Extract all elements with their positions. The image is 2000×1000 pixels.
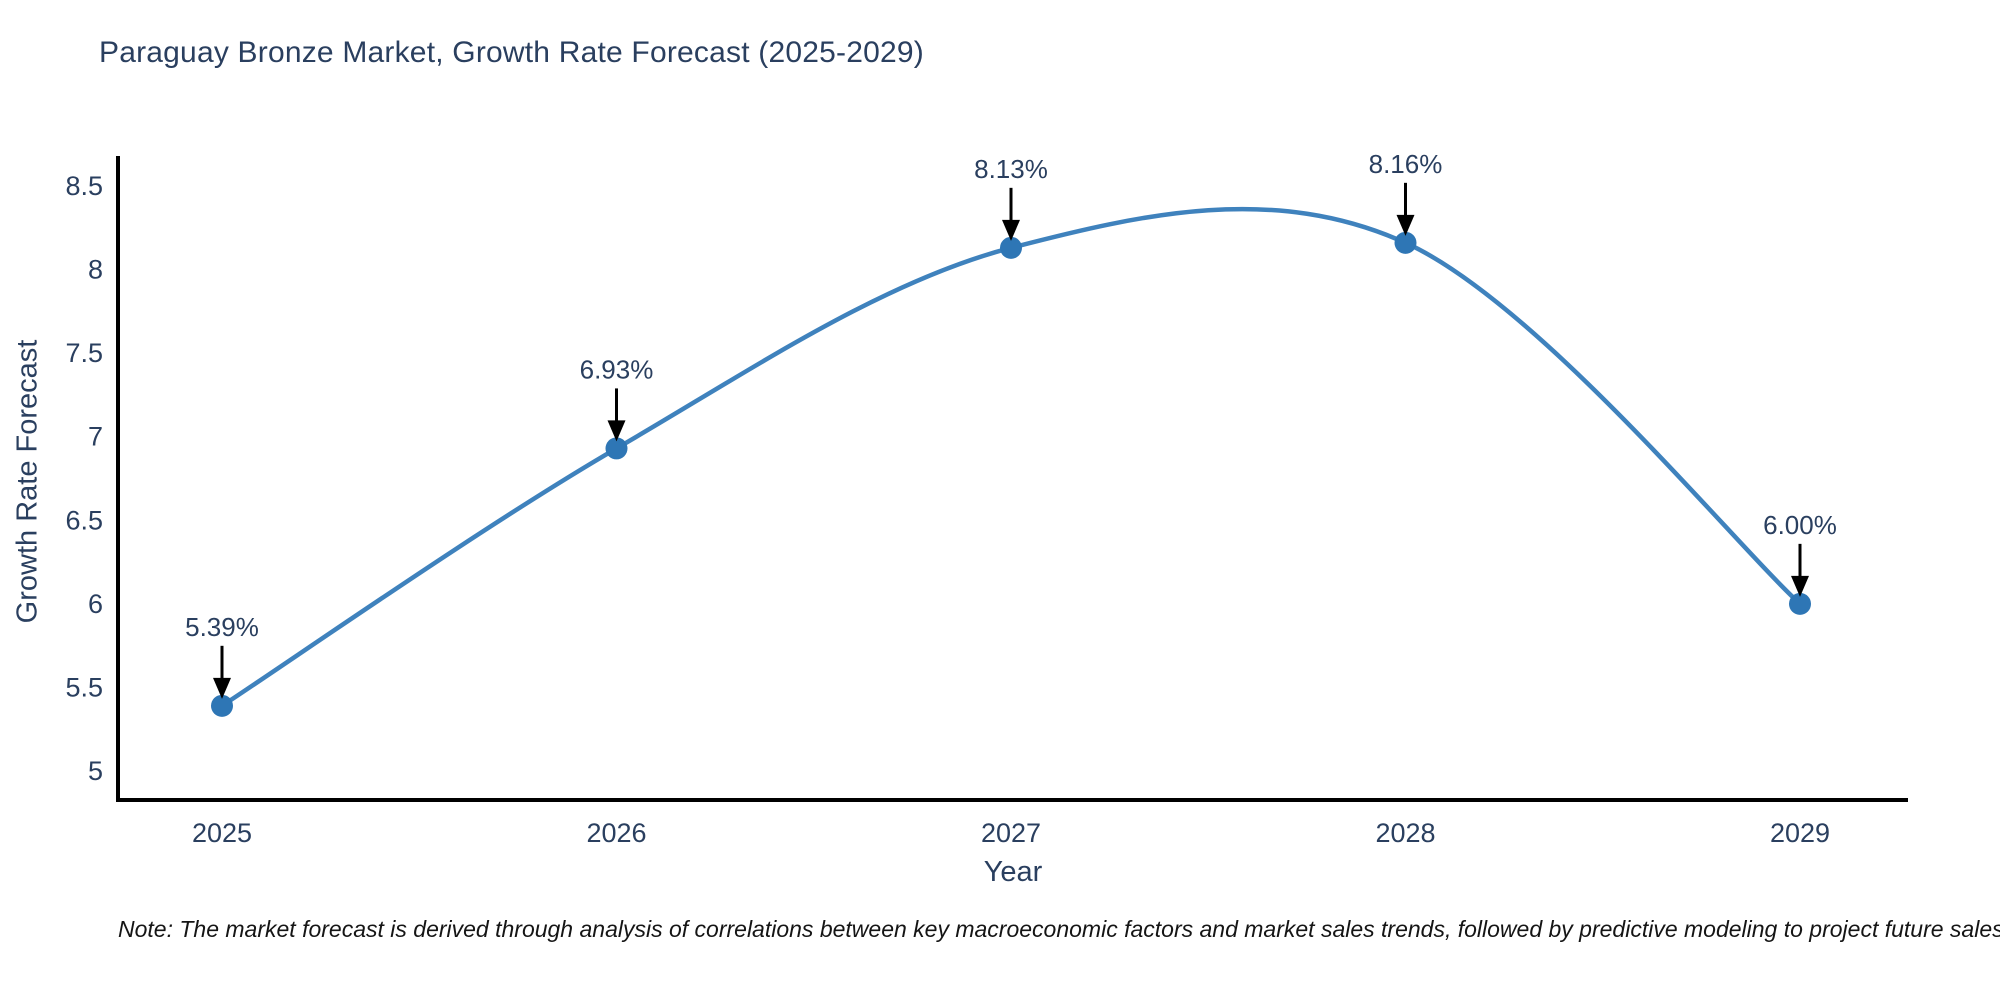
x-tick-label: 2027 — [981, 818, 1041, 848]
y-tick-label: 8 — [88, 255, 103, 285]
data-point-marker — [605, 437, 628, 460]
x-tick-label: 2025 — [192, 818, 252, 848]
annotation-arrowhead-icon — [1396, 214, 1415, 236]
footnote: Note: The market forecast is derived thr… — [118, 916, 2000, 942]
annotation-arrowhead-icon — [1002, 219, 1020, 241]
y-tick-label: 8.5 — [65, 171, 103, 201]
annotation-label: 5.39% — [185, 612, 259, 642]
y-tick-label: 7.5 — [65, 338, 103, 368]
annotation-label: 8.13% — [974, 154, 1048, 184]
data-point-marker — [1789, 592, 1811, 615]
y-tick-label: 7 — [88, 422, 103, 452]
data-point-marker — [1394, 231, 1417, 254]
x-tick-label: 2028 — [1375, 818, 1435, 848]
y-tick-label: 6 — [88, 589, 103, 619]
annotation-arrowhead-icon — [213, 677, 231, 699]
data-point-marker — [1000, 236, 1022, 259]
annotation-label: 8.16% — [1369, 149, 1443, 179]
y-tick-label: 5 — [88, 756, 103, 786]
annotation-arrowhead-icon — [607, 420, 626, 442]
data-point-marker — [211, 694, 233, 717]
forecast-line — [219, 206, 1803, 709]
chart-title: Paraguay Bronze Market, Growth Rate Fore… — [99, 36, 924, 69]
annotation-arrowhead-icon — [1791, 575, 1809, 597]
annotation-label: 6.93% — [580, 354, 654, 384]
annotation-label: 6.00% — [1763, 510, 1837, 540]
y-tick-label: 5.5 — [65, 672, 103, 702]
x-axis-title: Year — [983, 856, 1043, 888]
x-tick-label: 2026 — [586, 818, 646, 848]
y-tick-label: 6.5 — [65, 505, 103, 535]
x-tick-label: 2029 — [1770, 818, 1830, 848]
